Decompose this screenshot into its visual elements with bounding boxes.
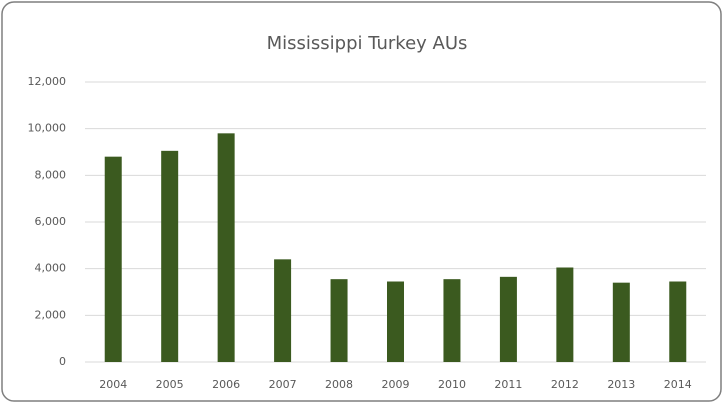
y-tick-label: 6,000	[35, 215, 67, 228]
x-tick-label: 2004	[99, 378, 127, 391]
x-tick-label: 2011	[494, 378, 522, 391]
y-tick-label: 10,000	[28, 122, 67, 135]
bar	[556, 267, 574, 362]
y-tick-label: 0	[59, 355, 66, 368]
bar	[274, 259, 292, 362]
x-tick-label: 2007	[269, 378, 297, 391]
bar	[217, 133, 235, 362]
bar	[161, 150, 179, 362]
x-tick-label: 2013	[607, 378, 635, 391]
bar	[104, 156, 122, 362]
x-tick-label: 2005	[156, 378, 184, 391]
bar	[443, 279, 461, 362]
chart-title: Mississippi Turkey AUs	[267, 33, 468, 54]
y-tick-label: 12,000	[28, 75, 67, 88]
y-tick-label: 2,000	[35, 308, 67, 321]
x-tick-label: 2010	[438, 378, 466, 391]
x-tick-label: 2009	[382, 378, 410, 391]
bar	[330, 279, 348, 362]
bar	[669, 281, 687, 362]
bar	[612, 282, 630, 362]
x-tick-label: 2012	[551, 378, 579, 391]
bar	[387, 281, 404, 362]
x-tick-label: 2014	[664, 378, 692, 391]
x-tick-label: 2006	[212, 378, 240, 391]
bar	[499, 276, 517, 362]
y-tick-label: 4,000	[35, 262, 67, 275]
x-tick-label: 2008	[325, 378, 353, 391]
y-tick-label: 8,000	[35, 168, 67, 181]
